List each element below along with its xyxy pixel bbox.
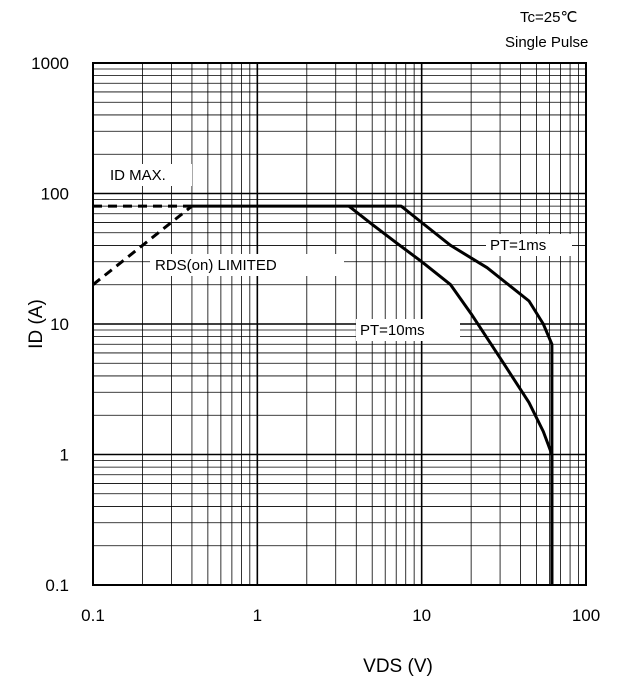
series-pt-1ms <box>191 204 554 585</box>
y-tick-label: 1 <box>60 446 69 465</box>
annotation-bg-pt-10ms <box>356 319 460 341</box>
annotation-id-max: ID MAX. <box>110 167 166 184</box>
y-axis-label: ID (A) <box>26 299 47 349</box>
plot-frame <box>92 62 587 586</box>
y-tick-label: 10 <box>50 315 69 334</box>
annotation-bg-rds-on-limited <box>150 254 344 276</box>
series-pt-10ms <box>347 204 554 585</box>
y-tick-label: 1000 <box>31 54 69 73</box>
series-rds-on-limited <box>92 204 193 286</box>
annotation-bg-pt-1ms <box>486 234 572 256</box>
annotation-rds-on-limited: RDS(on) LIMITED <box>155 257 277 274</box>
y-tick-label: 0.1 <box>45 576 69 595</box>
annotation-pt-10ms: PT=10ms <box>360 322 425 339</box>
annotation-pt-1ms: PT=1ms <box>490 237 546 254</box>
x-tick-label: 100 <box>572 606 600 625</box>
x-tick-label: 1 <box>253 606 262 625</box>
condition-pulse: Single Pulse <box>505 34 588 51</box>
condition-temperature: Tc=25℃ <box>520 9 577 26</box>
series-layer <box>92 204 554 585</box>
x-tick-label: 10 <box>412 606 431 625</box>
y-tick-labels: 0.1 1 10 100 1000 <box>31 54 69 595</box>
annotation-bg-id-max <box>106 164 192 186</box>
x-tick-label: 0.1 <box>81 606 105 625</box>
x-axis-label: VDS (V) <box>363 656 433 677</box>
x-tick-labels: 0.1 1 10 100 <box>81 606 600 625</box>
y-tick-label: 100 <box>41 185 69 204</box>
